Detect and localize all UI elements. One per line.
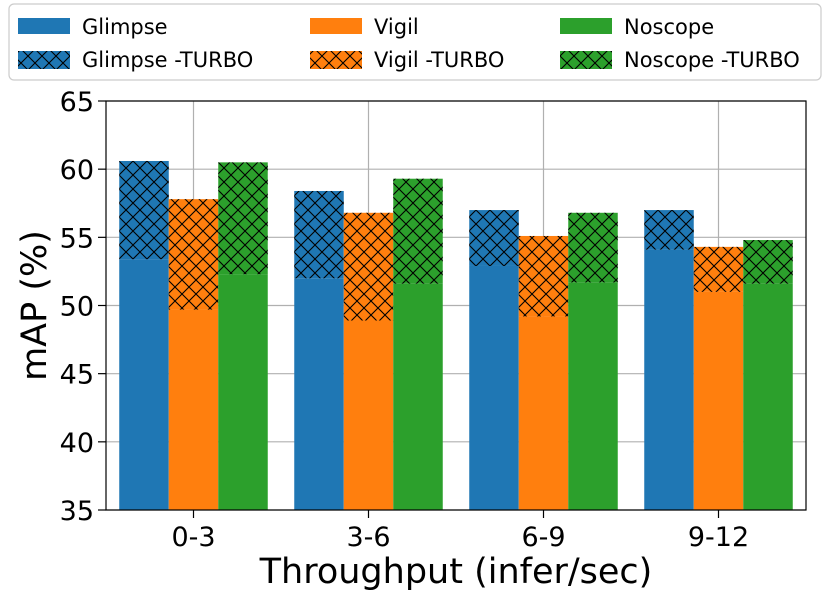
bar-noscope-turbo-hatch-9-12: [743, 240, 793, 284]
y-axis-label: mAP (%): [15, 230, 55, 381]
x-tick-label: 3-6: [346, 522, 390, 553]
legend-swatch-turbo-hatch: [560, 51, 612, 69]
legend-label: Noscope: [624, 15, 714, 39]
bar-glimpse-9-12: [644, 249, 694, 510]
x-tick-label: 9-12: [688, 522, 749, 553]
bar-noscope-turbo-hatch-3-6: [393, 178, 443, 284]
legend-label-turbo: Noscope -TURBO: [624, 48, 800, 72]
bar-glimpse-turbo-hatch-9-12: [644, 210, 694, 250]
ticks: 35 40 45 50 55 60 65 0-3 3-6 6-9 9-12: [60, 87, 750, 553]
y-tick-label: 60: [60, 155, 94, 186]
y-tick-label: 35: [60, 496, 94, 527]
legend-label: Vigil: [374, 15, 419, 39]
x-tick-label: 0-3: [171, 522, 215, 553]
legend-label: Glimpse: [82, 15, 168, 39]
bar-glimpse-turbo-hatch-3-6: [294, 190, 344, 279]
bar-vigil-0-3: [168, 309, 219, 510]
bar-glimpse-6-9: [469, 265, 519, 510]
bar-glimpse-3-6: [294, 278, 344, 510]
bar-noscope-6-9: [568, 282, 618, 510]
y-tick-label: 65: [60, 87, 94, 118]
bar-glimpse-turbo-hatch-6-9: [469, 210, 519, 266]
bar-vigil-3-6: [343, 320, 394, 510]
legend-swatch: [310, 18, 362, 34]
bar-vigil-9-12: [693, 291, 744, 510]
bar-noscope-0-3: [218, 274, 268, 510]
legend-box: [8, 3, 822, 81]
bar-vigil-turbo-hatch-0-3: [168, 199, 219, 310]
legend-swatch: [18, 18, 70, 34]
legend: Glimpse Glimpse -TURBO Vigil Vigil -TURBO No…: [8, 3, 822, 81]
legend-swatch: [560, 18, 612, 34]
bar-noscope-3-6: [393, 283, 443, 510]
y-tick-label: 55: [60, 223, 94, 254]
bar-noscope-turbo-hatch-0-3: [218, 162, 268, 275]
legend-swatch-turbo-hatch: [310, 51, 362, 69]
legend-label-turbo: Glimpse -TURBO: [82, 48, 253, 72]
bar-vigil-turbo-hatch-3-6: [343, 212, 394, 321]
x-axis-label: Throughput (infer/sec): [259, 552, 653, 592]
legend-swatch-turbo-hatch: [18, 51, 70, 69]
legend-label-turbo: Vigil -TURBO: [374, 48, 504, 72]
bar-vigil-6-9: [518, 316, 569, 510]
bar-glimpse-0-3: [119, 259, 169, 510]
bar-noscope-9-12: [743, 283, 793, 510]
bar-glimpse-turbo-hatch-0-3: [119, 160, 169, 260]
bars: [119, 160, 793, 510]
x-tick-label: 6-9: [521, 522, 565, 553]
bar-vigil-turbo-hatch-9-12: [693, 246, 744, 292]
y-tick-label: 40: [60, 428, 94, 459]
bar-vigil-turbo-hatch-6-9: [518, 235, 569, 317]
y-tick-label: 50: [60, 292, 94, 323]
y-tick-label: 45: [60, 360, 94, 391]
bar-noscope-turbo-hatch-6-9: [568, 212, 618, 283]
